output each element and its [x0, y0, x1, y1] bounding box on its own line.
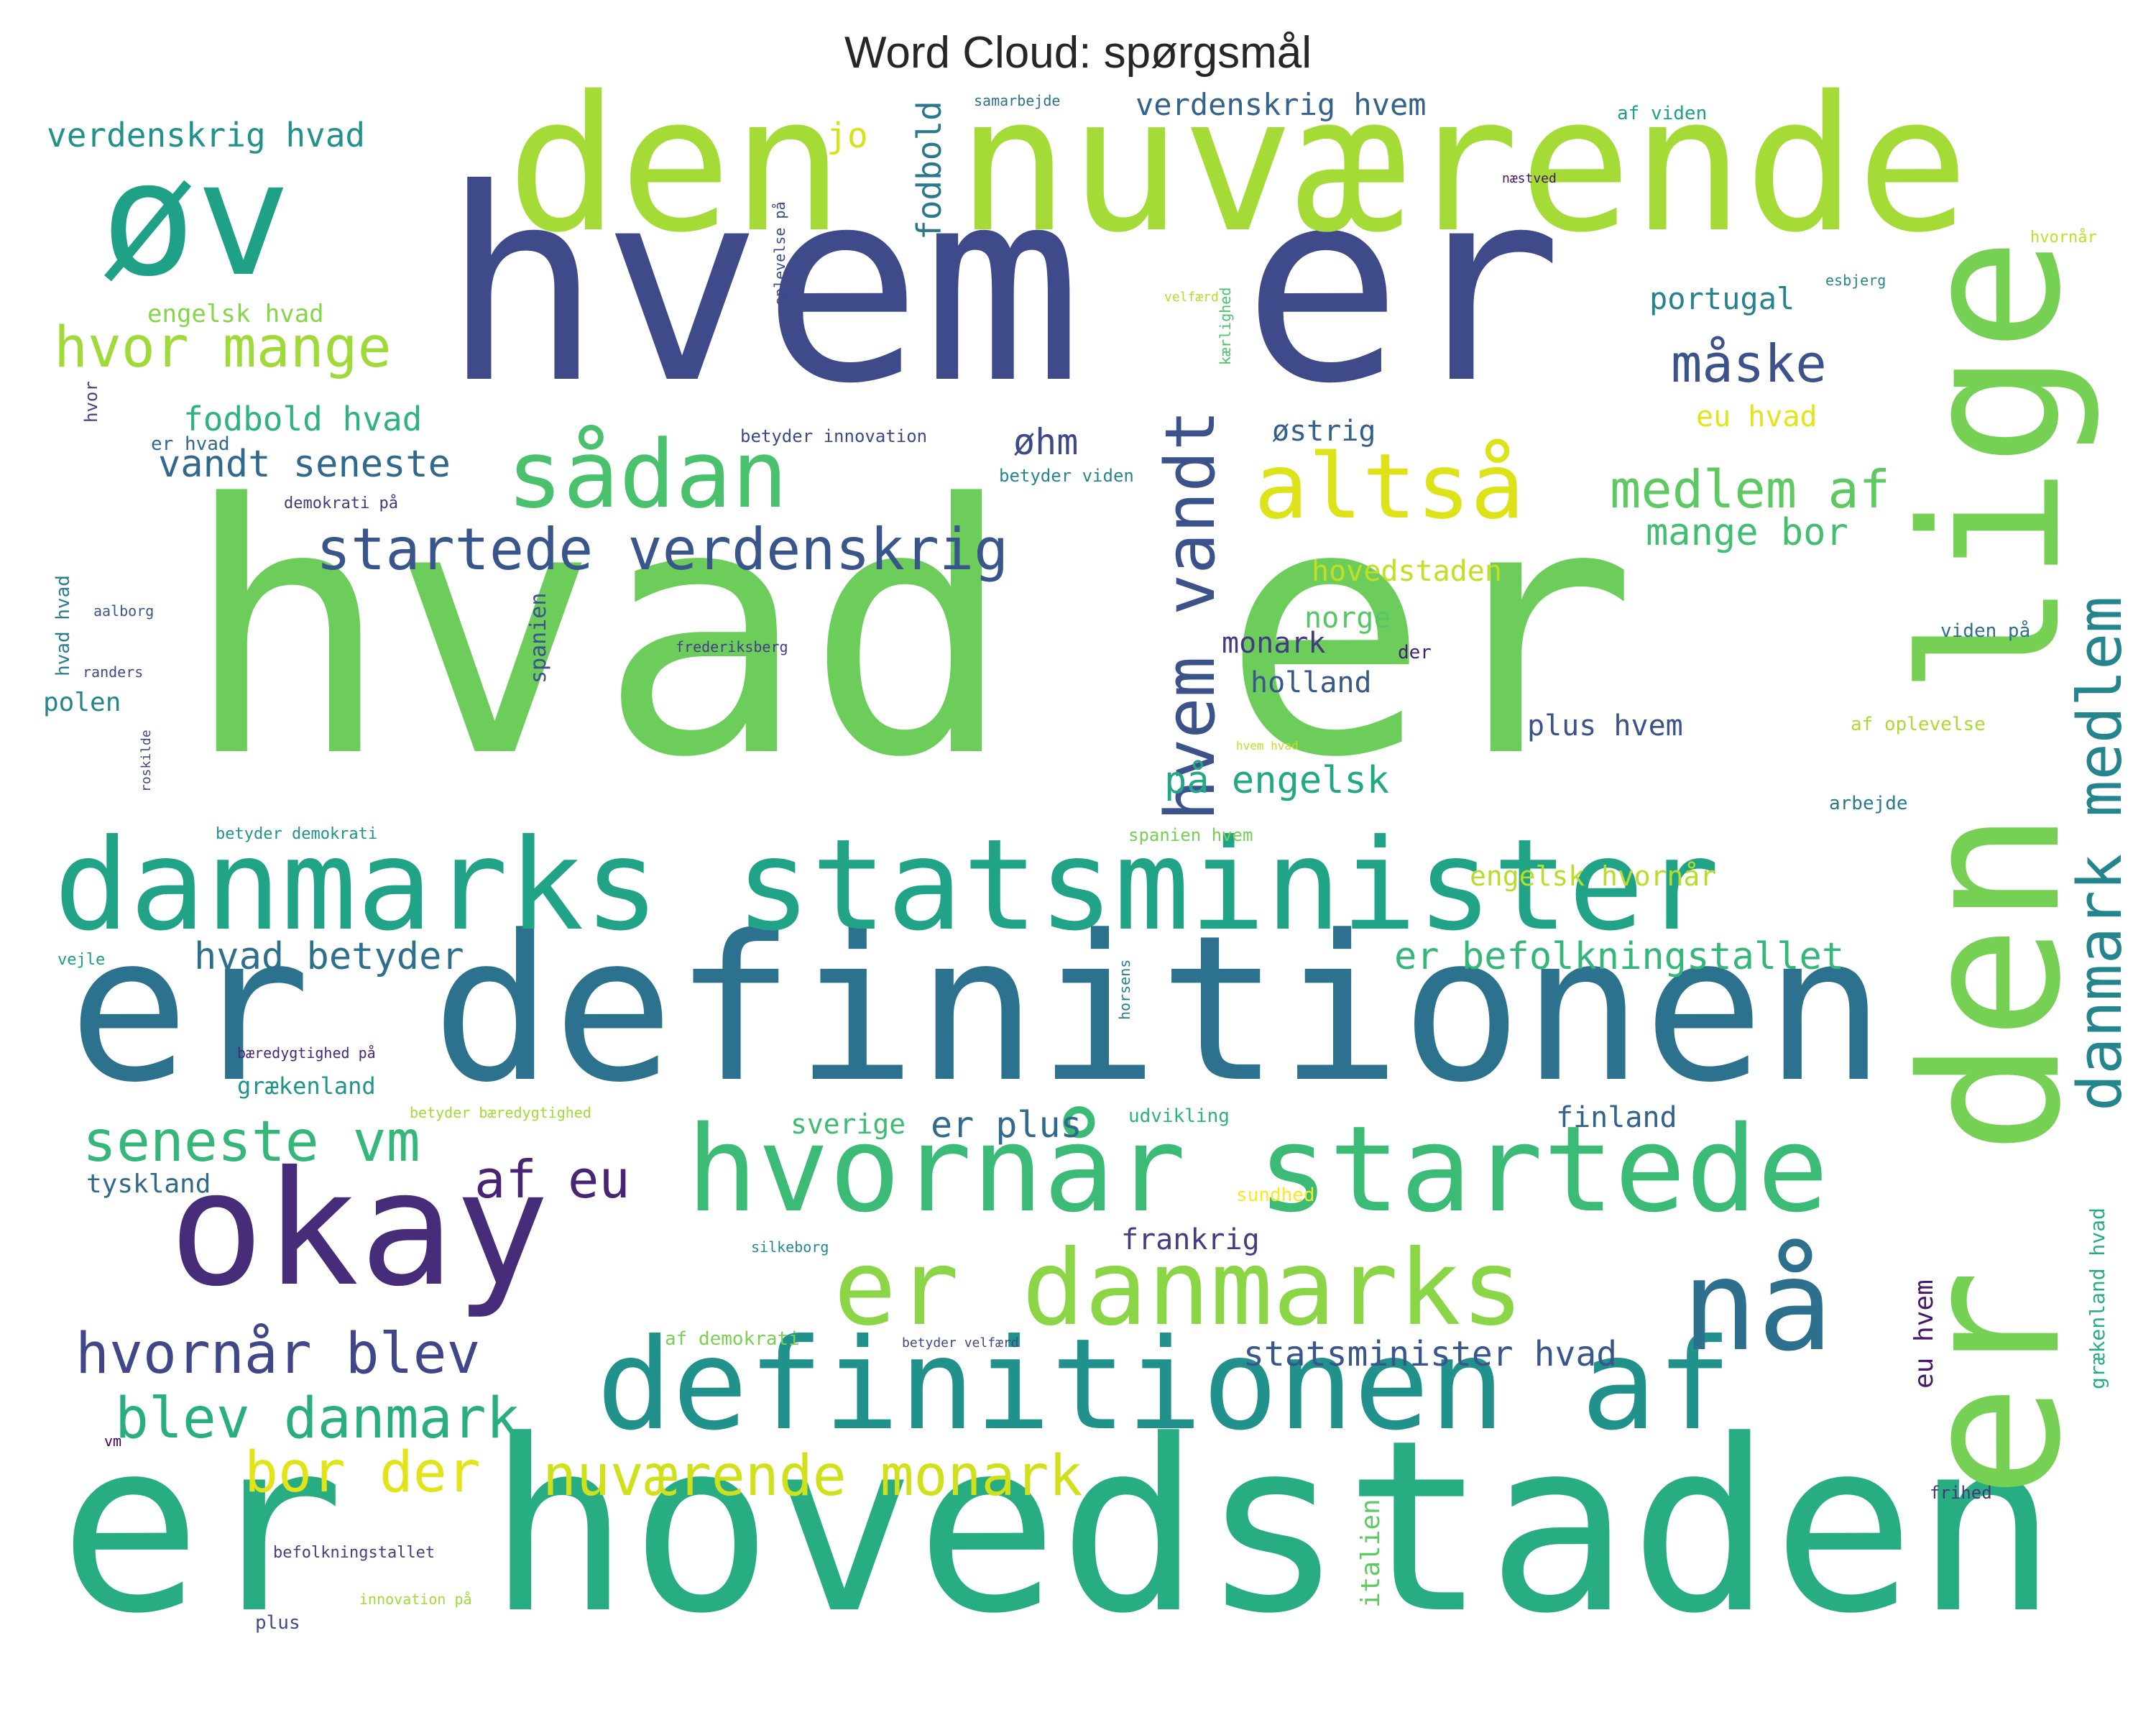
word-7: okay [169, 1137, 550, 1321]
word-12: er danmarks [834, 1228, 1524, 1349]
word-97: hvem hvad [1236, 739, 1299, 753]
word-82: samarbejde [974, 92, 1061, 109]
word-95: plus [255, 1612, 300, 1634]
word-66: udvikling [1128, 1105, 1230, 1127]
word-48: norge [1304, 602, 1391, 635]
word-36: øhm [1013, 421, 1079, 463]
word-99: silkeborg [751, 1238, 829, 1256]
word-63: hvor [81, 381, 101, 423]
word-42: holland [1250, 666, 1372, 699]
word-45: monark [1222, 627, 1326, 660]
word-41: portugal [1649, 281, 1795, 316]
word-33: fodbold hvad [183, 400, 423, 438]
word-26: måske [1671, 334, 1827, 394]
word-29: vandt seneste [158, 443, 451, 486]
word-17: startede verdenskrig [316, 516, 1009, 583]
word-58: spanien [526, 592, 551, 684]
word-59: grækenland hvad [2086, 1208, 2109, 1389]
word-28: hvad betyder [194, 935, 464, 978]
word-65: sundhed [1236, 1184, 1315, 1206]
word-86: hvornår [2030, 229, 2097, 247]
word-10: nå [1682, 1233, 1833, 1379]
word-74: betyder viden [999, 466, 1134, 486]
word-16: danmark medlem [2065, 596, 2136, 1111]
word-69: af oplevelse [1851, 714, 1986, 735]
word-76: betyder bæredygtighed [410, 1104, 591, 1121]
word-60: hvad hvad [52, 575, 74, 676]
word-24: af eu [474, 1149, 630, 1210]
word-73: betyder innovation [740, 426, 928, 446]
word-13: altså [1254, 435, 1525, 539]
word-14: sådan [507, 420, 788, 529]
word-4: den nuværende [507, 57, 1969, 274]
word-89: frederiksberg [676, 638, 788, 656]
word-46: frankrig [1121, 1223, 1260, 1256]
word-25: medlem af [1610, 459, 1891, 520]
word-77: betyder velfærd [902, 1335, 1019, 1351]
word-80: innovation på [359, 1591, 472, 1608]
word-85: esbjerg [1825, 272, 1886, 289]
word-88: oplevelse på [771, 201, 788, 306]
word-20: hvornår blev [75, 1322, 481, 1386]
word-52: sverige [791, 1108, 906, 1140]
word-84: velfærd [1164, 290, 1219, 305]
word-55: grækenland [237, 1072, 376, 1100]
word-1: hvem er [442, 133, 1563, 442]
word-19: hvor mange [54, 316, 392, 380]
word-78: bæredygtighed på [237, 1044, 376, 1062]
word-35: fodbold [910, 101, 949, 240]
word-27: er befolkningstallet [1394, 935, 1845, 978]
word-92: roskilde [139, 730, 154, 792]
word-62: er hvad [151, 433, 230, 455]
word-72: frihed [1930, 1483, 1992, 1503]
word-68: viden på [1940, 620, 2031, 642]
word-2: er hovedstaden [59, 1389, 2058, 1665]
word-54: polen [43, 688, 121, 717]
word-18: seneste vm [83, 1110, 420, 1174]
word-3: er definitionen [68, 893, 1886, 1127]
word-43: finland [1556, 1101, 1677, 1134]
word-83: næstved [1502, 171, 1557, 186]
word-96: horsens [1116, 959, 1133, 1020]
word-91: randers [83, 663, 144, 681]
word-49: eu hvad [1696, 400, 1818, 433]
word-90: aalborg [93, 602, 155, 620]
word-31: mange bor [1646, 511, 1848, 554]
word-47: hovedstaden [1312, 555, 1502, 588]
word-71: af demokrati [665, 1328, 800, 1350]
word-64: arbejde [1829, 793, 1908, 814]
word-8: danmarks statsminister [54, 813, 1720, 959]
word-98: spanien hvem [1128, 825, 1253, 845]
word-32: statsminister hvad [1243, 1334, 1618, 1374]
word-81: befolkningstallet [273, 1544, 436, 1562]
word-0: hvad er [183, 431, 1637, 833]
word-50: østrig [1272, 415, 1376, 448]
word-94: vm [104, 1432, 122, 1450]
word-40: jo [826, 116, 868, 156]
word-23: bor der [244, 1440, 481, 1505]
word-67: der [1398, 642, 1432, 663]
word-6: øv [101, 127, 291, 311]
word-22: nuværende monark [543, 1444, 1083, 1509]
word-11: hvornår startede [686, 1100, 1829, 1238]
word-21: blev danmark [115, 1386, 520, 1451]
word-75: betyder demokrati [216, 825, 378, 843]
word-37: er plus [931, 1104, 1082, 1146]
word-34: verdenskrig hvad [47, 116, 366, 155]
word-87: kærlighed [1217, 287, 1234, 365]
word-44: plus hvem [1527, 709, 1683, 742]
word-51: engelsk hvornår [1470, 860, 1717, 892]
word-38: verdenskrig hvem [1135, 87, 1427, 122]
word-39: engelsk hvad [147, 300, 324, 328]
word-93: vejle [57, 951, 106, 969]
word-30: på engelsk [1164, 759, 1390, 802]
word-9: definitionen af [596, 1312, 1733, 1458]
word-79: demokrati på [284, 494, 398, 512]
word-57: italien [1356, 1499, 1386, 1608]
chart-title: Word Cloud: spørgsmål [844, 28, 1312, 78]
word-53: tyskland [86, 1169, 211, 1199]
word-70: af viden [1617, 103, 1708, 124]
word-56: eu hvem [1909, 1279, 1939, 1389]
